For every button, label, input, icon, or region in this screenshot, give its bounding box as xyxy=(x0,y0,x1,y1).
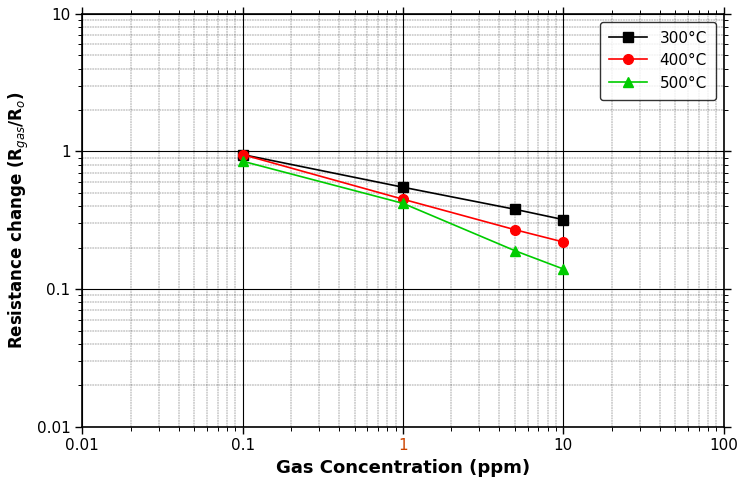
Legend: 300°C, 400°C, 500°C: 300°C, 400°C, 500°C xyxy=(600,21,716,100)
X-axis label: Gas Concentration (ppm): Gas Concentration (ppm) xyxy=(276,459,530,477)
300°C xyxy=(559,217,568,223)
300°C xyxy=(510,206,519,212)
300°C xyxy=(399,184,408,190)
Line: 400°C: 400°C xyxy=(238,150,568,247)
400°C xyxy=(238,151,247,157)
500°C xyxy=(399,200,408,206)
Line: 300°C: 300°C xyxy=(238,150,568,225)
400°C xyxy=(510,227,519,233)
400°C xyxy=(399,197,408,202)
400°C xyxy=(559,239,568,245)
500°C xyxy=(510,248,519,254)
Line: 500°C: 500°C xyxy=(238,156,568,274)
500°C xyxy=(238,158,247,164)
500°C xyxy=(559,266,568,272)
Y-axis label: Resistance change (R$_{gas}$/R$_o$): Resistance change (R$_{gas}$/R$_o$) xyxy=(7,91,31,349)
300°C xyxy=(238,151,247,157)
